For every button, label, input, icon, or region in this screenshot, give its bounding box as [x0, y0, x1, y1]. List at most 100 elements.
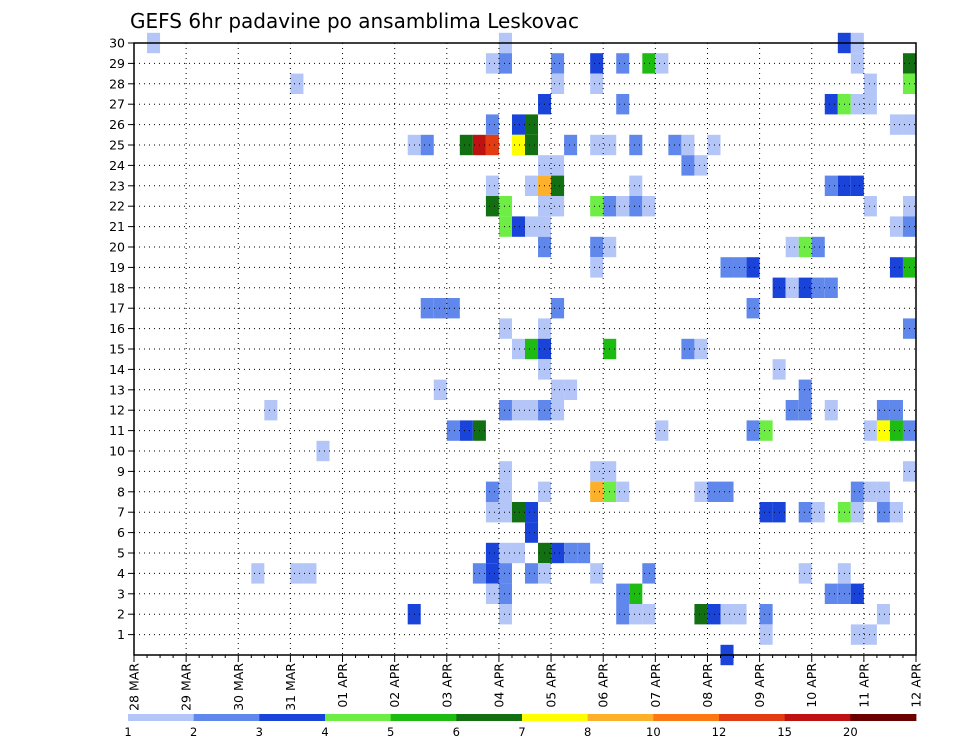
- heatmap-cell: [290, 73, 304, 94]
- colorbar-label: 12: [712, 725, 727, 739]
- heatmap-cell: [420, 298, 434, 319]
- heatmap-cell: [590, 236, 604, 258]
- x-tick-label: 07 APR: [648, 663, 663, 708]
- colorbar-label: 2: [190, 725, 197, 739]
- colorbar-label: 8: [584, 725, 591, 739]
- heatmap-cell: [655, 420, 669, 441]
- heatmap-cell: [590, 563, 604, 584]
- heatmap-cell: [889, 400, 903, 421]
- heatmap-cell: [485, 563, 499, 584]
- heatmap-cell: [720, 604, 734, 625]
- heatmap-cell: [694, 155, 708, 176]
- y-tick-label: 15: [109, 342, 125, 357]
- y-tick-label: 11: [109, 423, 125, 438]
- heatmap-cell: [433, 298, 447, 319]
- heatmap-cell: [590, 257, 604, 278]
- heatmap-cell: [707, 604, 721, 625]
- x-tick-label: 03 APR: [439, 663, 454, 708]
- heatmap-cell: [798, 236, 812, 258]
- y-tick-label: 20: [109, 240, 125, 255]
- heatmap-cell: [824, 583, 838, 604]
- y-tick-label: 25: [109, 138, 125, 153]
- y-tick-label: 16: [109, 321, 125, 336]
- heatmap-cell: [863, 481, 877, 502]
- heatmap-cell: [485, 134, 499, 156]
- heatmap-cell: [590, 134, 604, 156]
- y-tick-label: 6: [117, 525, 125, 540]
- heatmap-cell: [720, 481, 734, 502]
- heatmap-cell: [850, 175, 864, 196]
- heatmap-cell: [498, 583, 512, 604]
- heatmap-cell: [824, 94, 838, 115]
- heatmap-cell: [590, 461, 604, 482]
- heatmap-cell: [616, 94, 630, 115]
- heatmap-cell: [433, 379, 447, 400]
- x-tick-label: 05 APR: [544, 663, 559, 708]
- heatmap-cell: [850, 481, 864, 502]
- heatmap-cell: [707, 134, 721, 156]
- heatmap-cell: [498, 216, 512, 237]
- heatmap-cell: [511, 502, 525, 523]
- heatmap-cell: [264, 400, 278, 421]
- heatmap-cell: [498, 502, 512, 523]
- heatmap-cell: [811, 236, 825, 258]
- heatmap-cell: [759, 420, 773, 441]
- x-tick-label: 04 APR: [491, 663, 506, 708]
- colorbar-swatch: [522, 714, 589, 721]
- heatmap-cell: [681, 134, 695, 156]
- heatmap-cell: [798, 563, 812, 584]
- y-tick-label: 22: [109, 199, 125, 214]
- colorbar-swatch: [390, 714, 457, 721]
- heatmap-cell: [525, 175, 539, 196]
- heatmap-cell: [498, 481, 512, 502]
- y-tick-label: 24: [109, 158, 125, 173]
- x-tick-label: 08 APR: [700, 663, 715, 708]
- x-tick-label: 10 APR: [804, 663, 819, 708]
- heatmap-cell: [798, 400, 812, 421]
- heatmap-cell: [785, 400, 799, 421]
- heatmap-cell: [733, 257, 747, 278]
- heatmap-cell: [459, 134, 473, 156]
- heatmap-cell: [733, 604, 747, 625]
- y-tick-label: 27: [109, 97, 125, 112]
- heatmap-cell: [863, 94, 877, 115]
- heatmap-cell: [551, 400, 565, 421]
- x-tick-label: 01 APR: [335, 663, 350, 708]
- heatmap-cell: [642, 604, 656, 625]
- heatmap-cell: [446, 420, 460, 441]
- heatmap-cell: [511, 134, 525, 156]
- heatmap-cell: [759, 624, 773, 645]
- heatmap-cell: [420, 134, 434, 156]
- heatmap-cell: [785, 236, 799, 258]
- y-tick-label: 21: [109, 219, 125, 234]
- x-tick-label: 09 APR: [752, 663, 767, 708]
- colorbar-label: 15: [777, 725, 792, 739]
- y-tick-label: 30: [109, 36, 125, 51]
- colorbar-label: 10: [646, 725, 661, 739]
- y-tick-label: 3: [117, 586, 125, 601]
- heatmap-cell: [616, 53, 630, 74]
- heatmap-cell: [485, 481, 499, 502]
- heatmap-cell: [498, 400, 512, 421]
- colorbar-swatch: [719, 714, 786, 721]
- y-tick-label: 26: [109, 117, 125, 132]
- heatmap-cell: [876, 481, 890, 502]
- heatmap-cell: [485, 542, 499, 564]
- heatmap-cell: [290, 563, 304, 584]
- y-tick-label: 4: [117, 566, 125, 581]
- heatmap-cell: [863, 624, 877, 645]
- heatmap-cell: [498, 318, 512, 339]
- heatmap-cell: [511, 338, 525, 360]
- colorbar-swatch: [193, 714, 260, 721]
- heatmap-cell: [498, 53, 512, 74]
- x-tick-label: 11 APR: [856, 663, 871, 708]
- heatmap-cell: [889, 420, 903, 441]
- colorbar-swatch: [784, 714, 851, 721]
- heatmap-cell: [850, 502, 864, 523]
- x-tick-label: 31 MAR: [283, 663, 298, 711]
- heatmap-cell: [485, 175, 499, 196]
- heatmap-cell: [642, 196, 656, 217]
- heatmap-cell: [485, 53, 499, 74]
- heatmap-cells: [147, 32, 916, 666]
